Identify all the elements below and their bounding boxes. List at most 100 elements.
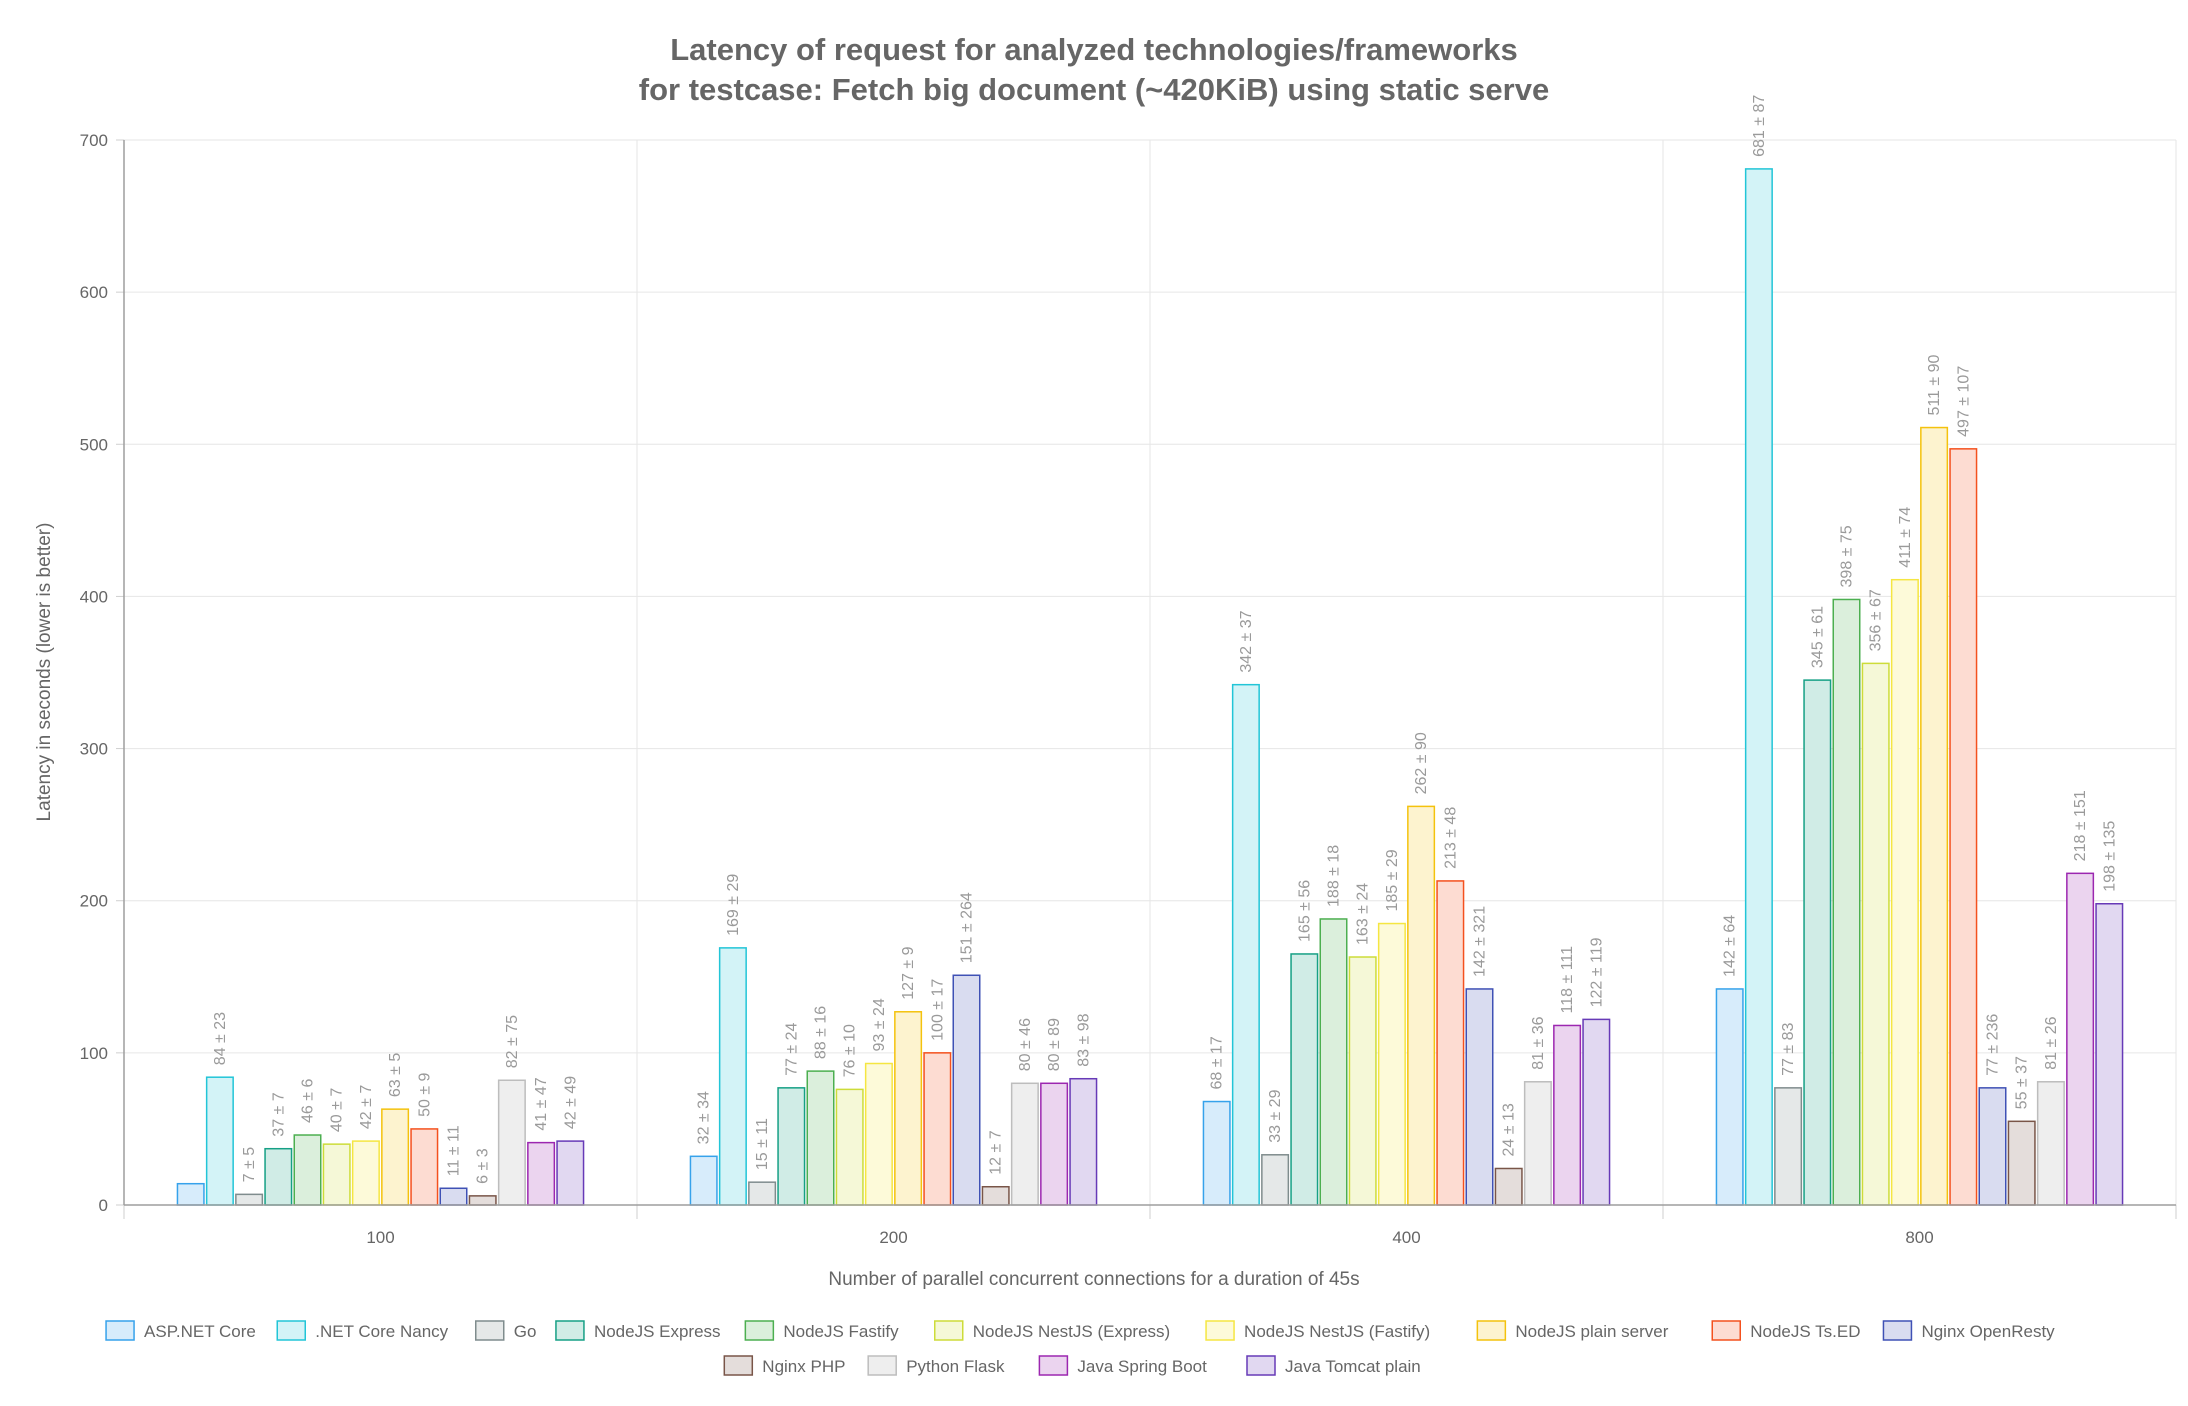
bar xyxy=(923,1052,952,1206)
data-label: 165 ± 56 xyxy=(1296,880,1313,942)
legend-item[interactable]: NodeJS NestJS (Fastify) xyxy=(1205,1320,1430,1341)
data-label: 88 ± 16 xyxy=(813,1006,830,1059)
bar xyxy=(2066,872,2095,1206)
legend-item[interactable]: .NET Core Nancy xyxy=(276,1320,449,1341)
data-label: 142 ± 64 xyxy=(1722,915,1739,977)
legend-item[interactable]: NodeJS plain server xyxy=(1476,1320,1669,1341)
legend-swatch xyxy=(475,1320,505,1341)
data-label: 262 ± 90 xyxy=(1413,732,1430,794)
bar xyxy=(835,1088,864,1206)
data-label: 11 ± 11 xyxy=(446,1125,463,1176)
legend-item[interactable]: NodeJS Fastify xyxy=(744,1320,899,1341)
bar xyxy=(1744,168,1773,1206)
data-label: 681 ± 87 xyxy=(1751,95,1768,157)
data-label: 12 ± 7 xyxy=(988,1130,1005,1174)
legend-swatch xyxy=(723,1355,754,1376)
data-label: 37 ± 7 xyxy=(270,1092,287,1136)
legend-swatch xyxy=(934,1320,964,1341)
bar xyxy=(381,1108,410,1206)
y-axis-title: Latency in seconds (lower is better) xyxy=(34,523,55,822)
legend-item[interactable]: NodeJS Ts.ED xyxy=(1711,1320,1860,1341)
data-label: 24 ± 13 xyxy=(1501,1103,1518,1156)
bar xyxy=(1890,578,1919,1206)
bar xyxy=(1978,1087,2007,1206)
legend-item[interactable]: Nginx OpenResty xyxy=(1882,1320,2055,1341)
legend-label: Go xyxy=(514,1322,537,1341)
legend-item[interactable]: Java Spring Boot xyxy=(1038,1355,1207,1376)
data-label: 411 ± 74 xyxy=(1897,507,1914,568)
chart-title-line-2: for testcase: Fetch big document (~420Ki… xyxy=(639,72,1549,107)
bar xyxy=(777,1087,806,1206)
bar xyxy=(1436,880,1465,1206)
bar xyxy=(689,1155,718,1206)
bar xyxy=(1261,1154,1290,1206)
legend-item[interactable]: Java Tomcat plain xyxy=(1246,1355,1421,1376)
legend-item[interactable]: Go xyxy=(475,1320,537,1341)
bar xyxy=(1319,918,1348,1206)
data-label: 46 ± 6 xyxy=(300,1079,317,1123)
bar xyxy=(1348,956,1377,1206)
legend-label: Nginx PHP xyxy=(762,1357,845,1376)
x-axis-title: Number of parallel concurrent connection… xyxy=(828,1269,1359,1290)
data-label: 15 ± 11 xyxy=(754,1118,771,1170)
y-tick-label: 500 xyxy=(80,435,108,454)
y-tick-label: 200 xyxy=(80,892,108,911)
data-label: 81 ± 36 xyxy=(1530,1016,1547,1069)
bar xyxy=(1523,1081,1552,1206)
data-label: 345 ± 61 xyxy=(1809,606,1826,668)
chart-title-line-1: Latency of request for analyzed technolo… xyxy=(670,32,1518,67)
data-label: 32 ± 34 xyxy=(696,1091,713,1144)
legend-swatch xyxy=(1246,1355,1276,1376)
data-label: 213 ± 48 xyxy=(1442,807,1459,869)
data-label: 68 ± 17 xyxy=(1209,1036,1226,1089)
x-tick-label: 800 xyxy=(1905,1228,1933,1247)
data-label: 77 ± 24 xyxy=(783,1022,800,1075)
legend: ASP.NET Core .NET Core Nancy Go NodeJS Expr… xyxy=(105,1320,2055,1376)
legend-swatch xyxy=(1882,1320,1913,1341)
legend-label: NodeJS Fastify xyxy=(783,1322,899,1341)
data-label: 50 ± 9 xyxy=(416,1072,433,1116)
legend-swatch xyxy=(1205,1320,1235,1341)
bar xyxy=(1553,1024,1582,1206)
bar xyxy=(1231,683,1260,1206)
bar xyxy=(1861,662,1890,1206)
bar xyxy=(1494,1167,1523,1206)
legend-label: .NET Core Nancy xyxy=(315,1322,448,1341)
data-label: 77 ± 236 xyxy=(1985,1014,2002,1076)
legend-item[interactable]: ASP.NET Core xyxy=(105,1320,256,1341)
bar xyxy=(748,1181,777,1206)
data-label: 100 ± 17 xyxy=(929,979,946,1041)
legend-label: NodeJS Express xyxy=(594,1322,721,1341)
bar xyxy=(410,1128,439,1206)
legend-label: Java Spring Boot xyxy=(1077,1357,1207,1376)
legend-label: Python Flask xyxy=(906,1357,1005,1376)
bar xyxy=(235,1193,264,1206)
data-label: 122 ± 119 xyxy=(1588,937,1605,1007)
legend-swatch xyxy=(867,1355,897,1376)
data-label: 6 ± 3 xyxy=(475,1148,492,1184)
legend-label: Nginx OpenResty xyxy=(1921,1322,2055,1341)
data-label: 42 ± 7 xyxy=(358,1085,375,1129)
bar xyxy=(981,1185,1010,1206)
data-label: 81 ± 26 xyxy=(2043,1016,2060,1069)
legend-item[interactable]: Nginx PHP xyxy=(723,1355,845,1376)
bar xyxy=(1582,1018,1611,1206)
legend-item[interactable]: Python Flask xyxy=(867,1355,1005,1376)
legend-label: NodeJS NestJS (Express) xyxy=(973,1322,1170,1341)
bar xyxy=(952,974,981,1206)
data-label: 80 ± 46 xyxy=(1017,1018,1034,1071)
y-tick-label: 700 xyxy=(80,131,108,150)
data-label: 169 ± 29 xyxy=(725,874,742,936)
y-tick-label: 300 xyxy=(80,740,108,759)
legend-item[interactable]: NodeJS Express xyxy=(555,1320,721,1341)
bar xyxy=(2095,903,2124,1206)
axes: 0 100 200 300 400 500 600 700 100 200 400 800 xyxy=(80,131,2177,1247)
bar xyxy=(1465,988,1494,1206)
legend-swatch xyxy=(1476,1320,1507,1341)
data-label: 63 ± 5 xyxy=(387,1053,404,1097)
legend-item[interactable]: NodeJS NestJS (Express) xyxy=(934,1320,1170,1341)
x-tick-label: 200 xyxy=(879,1228,907,1247)
bar xyxy=(439,1187,468,1206)
data-label: 84 ± 23 xyxy=(212,1012,229,1065)
data-label: 142 ± 321 xyxy=(1472,906,1489,977)
